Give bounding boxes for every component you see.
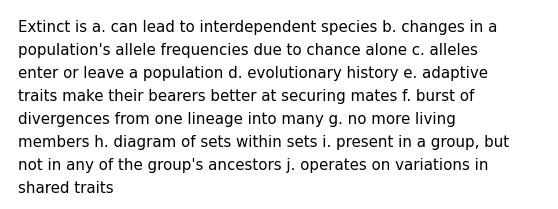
Text: members h. diagram of sets within sets i. present in a group, but: members h. diagram of sets within sets i… [18, 135, 509, 150]
Text: Extinct is a. can lead to interdependent species b. changes in a: Extinct is a. can lead to interdependent… [18, 20, 497, 35]
Text: shared traits: shared traits [18, 181, 114, 196]
Text: divergences from one lineage into many g. no more living: divergences from one lineage into many g… [18, 112, 456, 127]
Text: population's allele frequencies due to chance alone c. alleles: population's allele frequencies due to c… [18, 43, 478, 58]
Text: not in any of the group's ancestors j. operates on variations in: not in any of the group's ancestors j. o… [18, 158, 488, 173]
Text: enter or leave a population d. evolutionary history e. adaptive: enter or leave a population d. evolution… [18, 66, 488, 81]
Text: traits make their bearers better at securing mates f. burst of: traits make their bearers better at secu… [18, 89, 474, 104]
